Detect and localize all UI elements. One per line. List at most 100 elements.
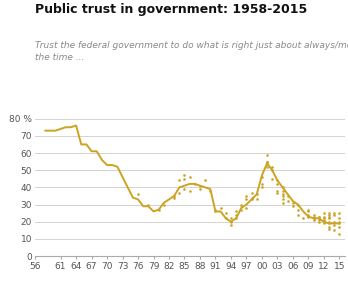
- Point: [259, 185, 265, 190]
- Point: [331, 212, 337, 217]
- Text: Trust the federal government to do what is right just about always/most of
the t: Trust the federal government to do what …: [35, 41, 348, 61]
- Point: [228, 219, 234, 224]
- Point: [331, 223, 337, 228]
- Point: [280, 192, 285, 196]
- Point: [280, 194, 285, 198]
- Point: [285, 194, 291, 198]
- Point: [207, 189, 213, 193]
- Point: [306, 209, 311, 214]
- Point: [249, 195, 254, 200]
- Point: [249, 190, 254, 195]
- Point: [264, 159, 270, 164]
- Point: [233, 216, 239, 221]
- Point: [326, 212, 332, 217]
- Point: [337, 219, 342, 224]
- Point: [244, 206, 249, 210]
- Point: [337, 231, 342, 236]
- Point: [156, 207, 161, 212]
- Point: [280, 200, 285, 205]
- Point: [300, 216, 306, 221]
- Point: [187, 175, 192, 179]
- Point: [275, 190, 280, 195]
- Point: [280, 197, 285, 202]
- Point: [326, 226, 332, 231]
- Point: [233, 212, 239, 217]
- Point: [311, 218, 316, 222]
- Point: [176, 178, 182, 183]
- Point: [269, 176, 275, 181]
- Point: [197, 187, 203, 191]
- Point: [321, 219, 327, 224]
- Point: [326, 219, 332, 224]
- Point: [233, 209, 239, 214]
- Point: [171, 195, 177, 200]
- Point: [259, 175, 265, 179]
- Point: [176, 190, 182, 195]
- Point: [290, 200, 296, 205]
- Point: [337, 221, 342, 226]
- Point: [326, 214, 332, 219]
- Point: [259, 182, 265, 186]
- Point: [285, 199, 291, 203]
- Point: [228, 216, 234, 221]
- Point: [316, 214, 322, 219]
- Point: [244, 194, 249, 198]
- Point: [228, 223, 234, 228]
- Point: [321, 221, 327, 226]
- Point: [223, 216, 229, 221]
- Point: [187, 189, 192, 193]
- Point: [171, 194, 177, 198]
- Point: [321, 216, 327, 221]
- Point: [311, 212, 316, 217]
- Point: [197, 183, 203, 188]
- Point: [321, 218, 327, 222]
- Point: [326, 216, 332, 221]
- Point: [326, 225, 332, 229]
- Point: [331, 219, 337, 224]
- Point: [306, 212, 311, 217]
- Point: [326, 221, 332, 226]
- Point: [275, 178, 280, 183]
- Point: [326, 211, 332, 215]
- Point: [337, 211, 342, 215]
- Point: [213, 207, 218, 212]
- Point: [306, 207, 311, 212]
- Point: [275, 182, 280, 186]
- Point: [331, 211, 337, 215]
- Point: [295, 212, 301, 217]
- Point: [311, 216, 316, 221]
- Point: [295, 202, 301, 207]
- Point: [223, 211, 229, 215]
- Point: [311, 214, 316, 219]
- Point: [264, 164, 270, 169]
- Point: [275, 189, 280, 193]
- Text: Public trust in government: 1958-2015: Public trust in government: 1958-2015: [35, 3, 307, 16]
- Point: [269, 164, 275, 169]
- Point: [311, 216, 316, 221]
- Point: [254, 197, 260, 202]
- Point: [316, 218, 322, 222]
- Point: [135, 192, 141, 196]
- Point: [161, 202, 167, 207]
- Point: [264, 159, 270, 164]
- Point: [306, 214, 311, 219]
- Point: [316, 214, 322, 219]
- Point: [316, 219, 322, 224]
- Point: [280, 189, 285, 193]
- Point: [337, 225, 342, 229]
- Point: [244, 197, 249, 202]
- Point: [249, 197, 254, 202]
- Point: [321, 211, 327, 215]
- Point: [264, 152, 270, 157]
- Point: [202, 178, 208, 183]
- Point: [337, 216, 342, 221]
- Point: [182, 187, 187, 191]
- Point: [331, 228, 337, 233]
- Point: [192, 182, 198, 186]
- Point: [145, 202, 151, 207]
- Point: [254, 192, 260, 196]
- Point: [321, 214, 327, 219]
- Point: [213, 209, 218, 214]
- Point: [290, 204, 296, 209]
- Point: [238, 207, 244, 212]
